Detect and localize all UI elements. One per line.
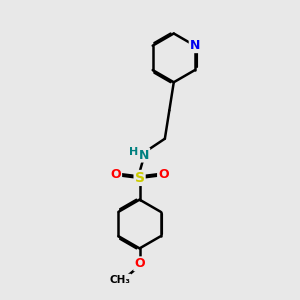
Text: CH₃: CH₃ xyxy=(110,274,130,285)
Text: H: H xyxy=(129,147,138,157)
Text: N: N xyxy=(139,148,149,162)
Text: O: O xyxy=(110,169,121,182)
Text: S: S xyxy=(135,171,145,185)
Text: O: O xyxy=(134,257,145,270)
Text: N: N xyxy=(190,39,200,52)
Text: O: O xyxy=(158,169,169,182)
